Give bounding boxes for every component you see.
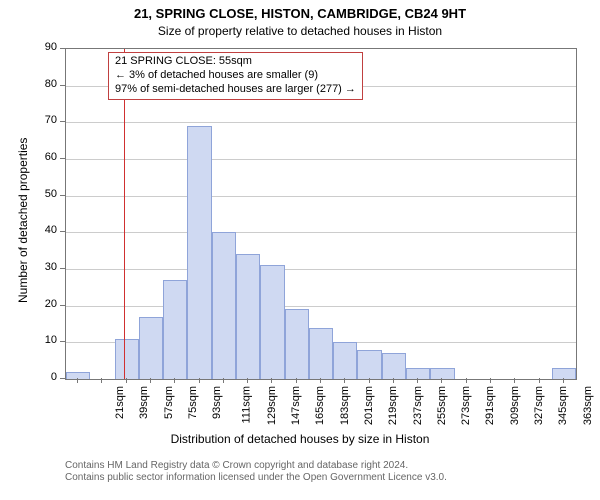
x-tick-mark (101, 378, 102, 383)
histogram-bar (163, 280, 187, 379)
credit-line1: Contains HM Land Registry data © Crown c… (65, 460, 447, 472)
y-tick-label: 50 (35, 188, 57, 200)
y-tick-label: 30 (35, 261, 57, 273)
y-tick-label: 60 (35, 151, 57, 163)
histogram-bar (430, 368, 454, 379)
x-tick-label: 237sqm (412, 386, 424, 425)
x-tick-label: 327sqm (533, 386, 545, 425)
y-tick-mark (60, 158, 65, 159)
grid-line (66, 196, 576, 197)
x-tick-mark (417, 378, 418, 383)
x-tick-mark (199, 378, 200, 383)
x-tick-mark (539, 378, 540, 383)
x-tick-label: 39sqm (138, 386, 150, 419)
histogram-bar (285, 309, 309, 379)
histogram-bar (212, 232, 236, 379)
histogram-bar (187, 126, 211, 379)
grid-line (66, 159, 576, 160)
x-tick-mark (441, 378, 442, 383)
x-tick-mark (320, 378, 321, 383)
x-tick-mark (296, 378, 297, 383)
y-tick-mark (60, 231, 65, 232)
credit-text: Contains HM Land Registry data © Crown c… (65, 460, 447, 484)
x-tick-label: 309sqm (509, 386, 521, 425)
y-tick-mark (60, 378, 65, 379)
y-tick-mark (60, 268, 65, 269)
credit-line2: Contains public sector information licen… (65, 472, 447, 484)
histogram-bar (406, 368, 430, 379)
x-tick-label: 93sqm (211, 386, 223, 419)
x-tick-label: 129sqm (266, 386, 278, 425)
x-tick-mark (490, 378, 491, 383)
grid-line (66, 232, 576, 233)
annotation-line3: 97% of semi-detached houses are larger (… (115, 83, 356, 97)
histogram-bar (260, 265, 284, 379)
x-tick-mark (77, 378, 78, 383)
x-tick-mark (563, 378, 564, 383)
x-tick-mark (126, 378, 127, 383)
x-tick-mark (271, 378, 272, 383)
histogram-bar (309, 328, 333, 379)
x-tick-label: 147sqm (290, 386, 302, 425)
y-tick-label: 20 (35, 298, 57, 310)
grid-line (66, 122, 576, 123)
annotation-box: 21 SPRING CLOSE: 55sqm ← 3% of detached … (108, 52, 363, 100)
x-tick-mark (466, 378, 467, 383)
x-tick-label: 345sqm (557, 386, 569, 425)
grid-line (66, 306, 576, 307)
x-tick-label: 201sqm (363, 386, 375, 425)
histogram-bar (552, 368, 576, 379)
y-tick-label: 10 (35, 334, 57, 346)
chart-subtitle: Size of property relative to detached ho… (0, 24, 600, 38)
x-tick-mark (393, 378, 394, 383)
y-tick-mark (60, 305, 65, 306)
chart-container: 21, SPRING CLOSE, HISTON, CAMBRIDGE, CB2… (0, 0, 600, 500)
histogram-bar (66, 372, 90, 379)
y-tick-mark (60, 48, 65, 49)
x-tick-mark (369, 378, 370, 383)
histogram-bar (236, 254, 260, 379)
histogram-bar (115, 339, 139, 379)
histogram-bar (333, 342, 357, 379)
histogram-bar (139, 317, 163, 379)
y-tick-mark (60, 121, 65, 122)
y-tick-mark (60, 195, 65, 196)
annotation-line2: ← 3% of detached houses are smaller (9) (115, 69, 356, 83)
x-tick-label: 183sqm (339, 386, 351, 425)
y-axis-label: Number of detached properties (16, 138, 30, 303)
x-tick-mark (150, 378, 151, 383)
annotation-line1: 21 SPRING CLOSE: 55sqm (115, 55, 356, 69)
x-tick-label: 273sqm (460, 386, 472, 425)
x-tick-mark (247, 378, 248, 383)
y-tick-label: 70 (35, 114, 57, 126)
x-tick-mark (344, 378, 345, 383)
y-tick-label: 80 (35, 78, 57, 90)
histogram-bar (382, 353, 406, 379)
x-tick-label: 111sqm (240, 386, 252, 424)
grid-line (66, 269, 576, 270)
y-tick-label: 90 (35, 41, 57, 53)
x-tick-label: 255sqm (436, 386, 448, 425)
histogram-bar (357, 350, 381, 379)
x-axis-label: Distribution of detached houses by size … (0, 432, 600, 446)
x-tick-label: 291sqm (485, 386, 497, 425)
x-tick-label: 219sqm (387, 386, 399, 425)
y-tick-mark (60, 85, 65, 86)
y-tick-mark (60, 341, 65, 342)
y-tick-label: 40 (35, 224, 57, 236)
chart-title: 21, SPRING CLOSE, HISTON, CAMBRIDGE, CB2… (0, 6, 600, 21)
y-tick-label: 0 (35, 371, 57, 383)
x-tick-label: 363sqm (582, 386, 594, 425)
x-tick-label: 57sqm (163, 386, 175, 419)
x-tick-label: 75sqm (187, 386, 199, 419)
x-tick-label: 165sqm (315, 386, 327, 425)
x-tick-label: 21sqm (114, 386, 126, 419)
x-tick-mark (514, 378, 515, 383)
x-tick-mark (223, 378, 224, 383)
x-tick-mark (174, 378, 175, 383)
